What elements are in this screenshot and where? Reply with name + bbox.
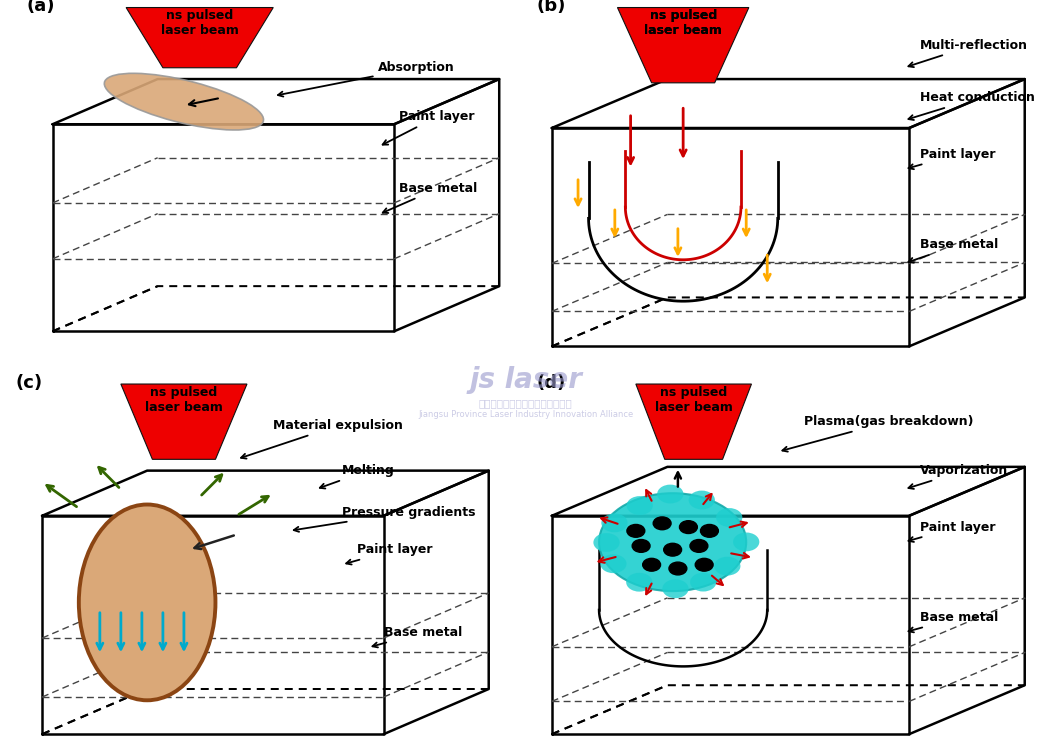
Ellipse shape (661, 484, 687, 503)
Circle shape (689, 539, 708, 553)
Text: Jiangsu Province Laser Industry Innovation Alliance: Jiangsu Province Laser Industry Innovati… (418, 410, 633, 419)
Ellipse shape (79, 505, 215, 700)
Ellipse shape (599, 493, 746, 591)
Ellipse shape (602, 508, 628, 527)
Text: Heat conduction: Heat conduction (908, 91, 1034, 120)
Text: Base metal: Base metal (908, 611, 997, 633)
Ellipse shape (698, 492, 724, 511)
Text: Paint layer: Paint layer (908, 520, 995, 542)
Text: Paint layer: Paint layer (346, 543, 433, 565)
Text: js laser: js laser (469, 366, 582, 395)
Ellipse shape (104, 73, 264, 130)
Ellipse shape (664, 580, 691, 599)
Ellipse shape (630, 490, 656, 509)
Text: (d): (d) (536, 373, 565, 392)
Circle shape (633, 539, 650, 553)
Text: ns pulsed
laser beam: ns pulsed laser beam (655, 386, 733, 414)
Polygon shape (618, 8, 748, 83)
Circle shape (626, 525, 645, 538)
Text: Material expulsion: Material expulsion (241, 419, 404, 459)
Text: Plasma(gas breakdown): Plasma(gas breakdown) (782, 415, 973, 452)
Text: Paint layer: Paint layer (383, 110, 475, 145)
Text: Base metal: Base metal (908, 238, 997, 263)
Text: Pressure gradients: Pressure gradients (294, 505, 475, 532)
Ellipse shape (733, 532, 759, 551)
Text: (c): (c) (16, 373, 43, 392)
Text: Multi-reflection: Multi-reflection (908, 38, 1028, 67)
Circle shape (669, 562, 687, 575)
Text: ns pulsed
laser beam: ns pulsed laser beam (644, 10, 722, 38)
Ellipse shape (598, 559, 624, 578)
Text: Base metal: Base metal (383, 181, 477, 213)
Circle shape (680, 521, 698, 533)
Ellipse shape (714, 553, 740, 572)
Ellipse shape (596, 534, 622, 553)
Text: (b): (b) (536, 0, 565, 15)
Text: ns pulsed
laser beam: ns pulsed laser beam (145, 386, 223, 414)
Circle shape (664, 544, 681, 556)
Ellipse shape (721, 510, 747, 529)
Ellipse shape (622, 573, 648, 592)
Circle shape (696, 559, 714, 571)
Text: Melting: Melting (320, 464, 394, 489)
Circle shape (654, 517, 671, 530)
Polygon shape (126, 8, 273, 68)
Text: Base metal: Base metal (372, 626, 461, 648)
Text: ns pulsed
laser beam: ns pulsed laser beam (644, 10, 722, 38)
Text: Vaporization: Vaporization (908, 464, 1008, 489)
Text: ns pulsed
laser beam: ns pulsed laser beam (161, 10, 239, 38)
Polygon shape (636, 384, 751, 459)
Text: Absorption: Absorption (277, 61, 455, 96)
Text: (a): (a) (26, 0, 55, 15)
Ellipse shape (694, 569, 720, 588)
Circle shape (643, 559, 661, 571)
Circle shape (700, 525, 719, 538)
Polygon shape (121, 384, 247, 459)
Text: Paint layer: Paint layer (908, 148, 995, 169)
Text: 江苏省激光产业技术创新战略联盟: 江苏省激光产业技术创新战略联盟 (478, 398, 573, 408)
